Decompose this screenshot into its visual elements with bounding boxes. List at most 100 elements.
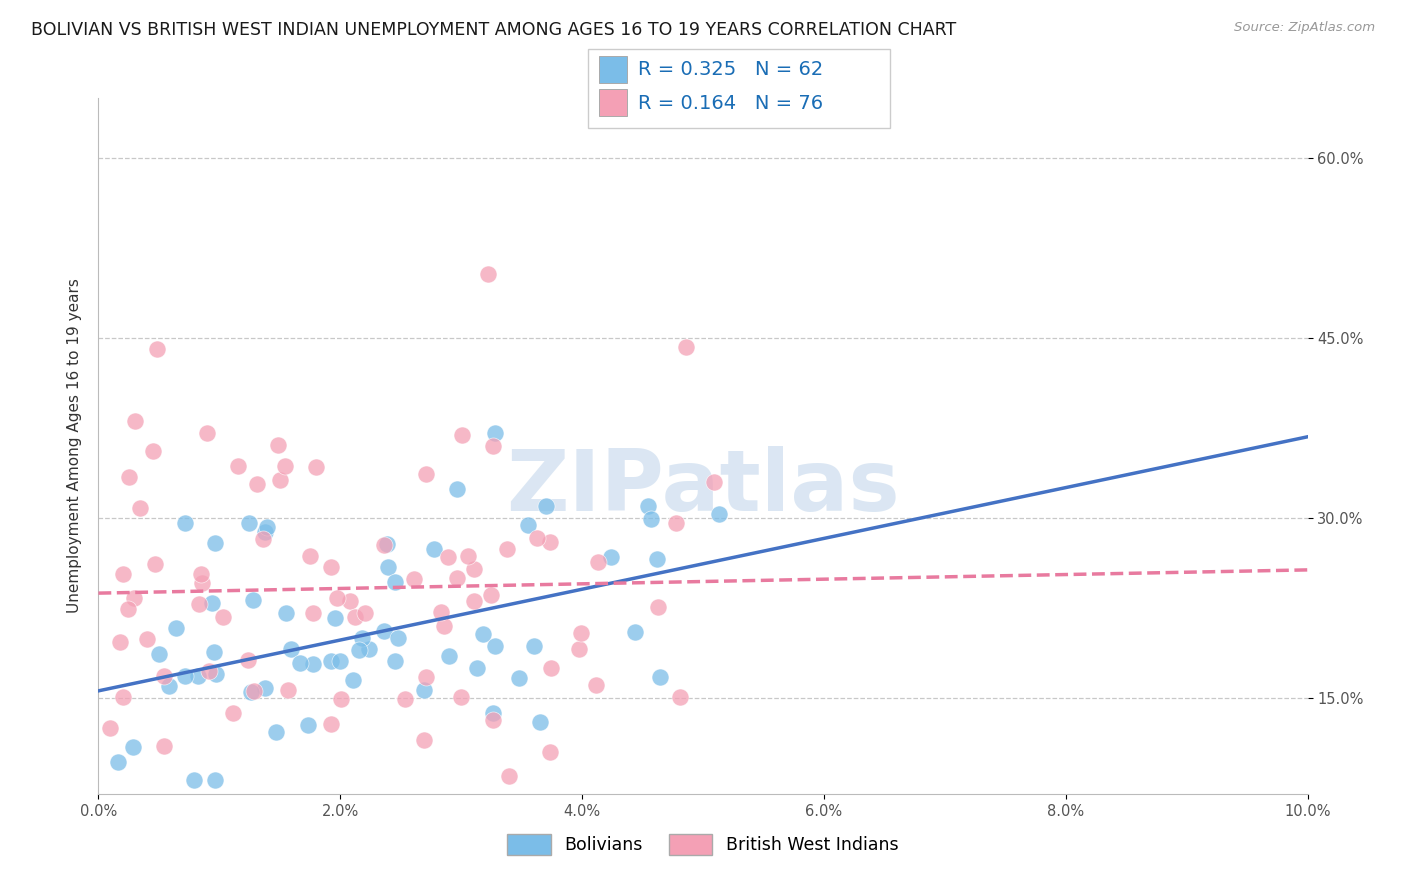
Point xyxy=(586,554,609,568)
Point xyxy=(143,558,166,572)
Point xyxy=(457,549,479,564)
Point xyxy=(174,669,197,683)
Point xyxy=(375,537,398,551)
Point xyxy=(451,428,474,442)
Point xyxy=(384,575,406,590)
Point xyxy=(153,669,176,683)
Point xyxy=(128,501,150,516)
Point xyxy=(540,661,562,675)
Point xyxy=(477,268,499,282)
Point xyxy=(274,606,297,620)
Point xyxy=(326,591,349,606)
Point xyxy=(148,648,170,662)
Point xyxy=(330,692,353,706)
Point xyxy=(157,679,180,693)
Point xyxy=(290,657,312,671)
Point xyxy=(387,632,409,646)
Point xyxy=(709,507,731,521)
Point xyxy=(107,755,129,769)
Point xyxy=(413,733,436,747)
Point xyxy=(243,683,266,698)
Text: Source: ZipAtlas.com: Source: ZipAtlas.com xyxy=(1234,21,1375,34)
Point xyxy=(538,746,561,760)
Point xyxy=(517,518,540,533)
Point xyxy=(645,552,668,566)
Point xyxy=(665,516,688,530)
Point xyxy=(183,773,205,788)
Point xyxy=(413,682,436,697)
Point xyxy=(274,458,297,473)
Point xyxy=(415,467,437,481)
Point xyxy=(568,641,591,656)
Point xyxy=(450,690,472,704)
Point xyxy=(302,657,325,672)
Point xyxy=(437,550,460,565)
Point xyxy=(195,425,218,440)
Point xyxy=(508,671,530,685)
Text: R = 0.325   N = 62: R = 0.325 N = 62 xyxy=(638,60,824,78)
Point xyxy=(484,426,506,441)
Point xyxy=(529,714,551,729)
Point xyxy=(111,690,134,704)
Point xyxy=(254,681,277,695)
Point xyxy=(110,634,132,648)
Point xyxy=(402,573,425,587)
Point xyxy=(321,717,343,731)
Point xyxy=(463,594,485,608)
Point xyxy=(482,713,505,727)
Point xyxy=(648,670,671,684)
Point xyxy=(305,460,328,475)
Point xyxy=(357,642,380,657)
Point xyxy=(534,500,557,514)
Point xyxy=(117,602,139,616)
Point xyxy=(238,516,260,530)
Point xyxy=(569,625,592,640)
Point xyxy=(204,536,226,550)
Point xyxy=(112,566,135,581)
Point xyxy=(222,706,245,720)
Point xyxy=(430,605,453,619)
Text: ZIPatlas: ZIPatlas xyxy=(506,446,900,529)
Point xyxy=(277,683,299,698)
Point xyxy=(482,439,505,453)
Point xyxy=(238,653,260,667)
Point xyxy=(624,624,647,639)
Point xyxy=(347,642,370,657)
Point xyxy=(342,673,364,687)
Point xyxy=(204,667,226,681)
Point xyxy=(472,626,495,640)
Point xyxy=(585,678,607,692)
Point xyxy=(350,631,373,645)
Point xyxy=(353,606,375,620)
Point xyxy=(498,769,520,783)
Point xyxy=(118,470,141,484)
Point xyxy=(479,588,502,602)
Point xyxy=(600,549,623,564)
Point xyxy=(239,684,262,698)
Point xyxy=(415,670,437,684)
Point xyxy=(153,739,176,753)
Point xyxy=(264,725,287,739)
Point xyxy=(423,542,446,557)
Point xyxy=(298,549,321,563)
Point xyxy=(465,660,488,674)
Point xyxy=(188,597,211,611)
Point xyxy=(204,773,226,788)
Y-axis label: Unemployment Among Ages 16 to 19 years: Unemployment Among Ages 16 to 19 years xyxy=(66,278,82,614)
Point xyxy=(380,823,402,838)
Point xyxy=(669,690,692,704)
Point xyxy=(174,516,197,530)
Point xyxy=(136,632,159,646)
Point xyxy=(187,669,209,683)
Point xyxy=(252,532,274,546)
Point xyxy=(122,591,145,605)
Point xyxy=(329,654,352,668)
Point xyxy=(637,499,659,513)
Point xyxy=(201,596,224,610)
Point xyxy=(211,610,233,624)
Point xyxy=(463,562,485,576)
Point xyxy=(191,575,214,590)
Point xyxy=(640,512,662,526)
Point xyxy=(198,664,221,678)
Point xyxy=(437,648,460,663)
